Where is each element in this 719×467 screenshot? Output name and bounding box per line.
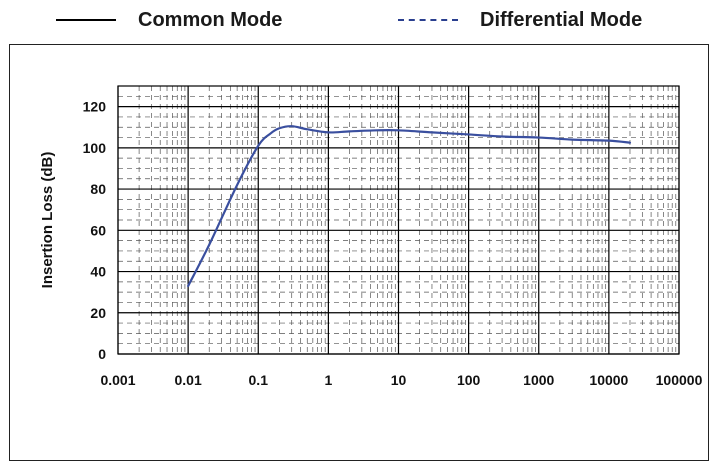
legend-swatch-differential-mode: [398, 19, 458, 21]
x-tick-label: 100: [457, 372, 481, 388]
series-line-differential-mode: [187, 125, 632, 288]
y-tick-label: 0: [98, 346, 106, 362]
legend-item-common-mode: Common Mode: [56, 6, 282, 34]
legend-label-common-mode: Common Mode: [138, 8, 283, 31]
x-tick-label: 10000: [589, 372, 628, 388]
insertion-loss-chart: 0 20 40 60 80 100 120 0.001 0.01 0.1 1 10 100 1000 100…: [39, 85, 703, 388]
x-tick-label: 0.01: [175, 372, 202, 388]
x-tick-label: 1000: [523, 372, 554, 388]
x-tick-label: 1: [324, 372, 332, 388]
x-tick-label: 0.001: [100, 372, 135, 388]
x-tick-label: 10: [391, 372, 407, 388]
chart-legend: Common Mode Differential Mode: [0, 0, 719, 40]
y-tick-label: 20: [90, 305, 106, 321]
legend-item-differential-mode: Differential Mode: [398, 6, 642, 34]
chart-frame: 0 20 40 60 80 100 120 0.001 0.01 0.1 1 10 100 1000 100…: [9, 44, 709, 461]
y-tick-label: 100: [83, 140, 107, 156]
y-tick-label: 80: [90, 181, 106, 197]
legend-label-differential-mode: Differential Mode: [480, 8, 643, 31]
y-tick-label: 120: [83, 99, 107, 115]
x-tick-label: 0.1: [249, 372, 269, 388]
y-axis-label: Insertion Loss (dB): [39, 152, 56, 289]
plot-area-border: [117, 85, 680, 355]
y-tick-label: 40: [90, 264, 106, 280]
legend-swatch-common-mode: [56, 19, 116, 21]
y-tick-label: 60: [90, 222, 106, 238]
x-tick-label: 100000: [656, 372, 703, 388]
